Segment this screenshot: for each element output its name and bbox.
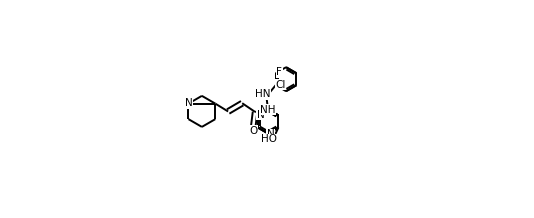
Text: HO: HO	[261, 135, 277, 144]
Text: F: F	[277, 67, 282, 77]
Text: N: N	[266, 129, 274, 140]
Text: O: O	[249, 126, 258, 136]
Text: N: N	[257, 110, 265, 120]
Text: N: N	[185, 98, 193, 108]
Text: Cl: Cl	[275, 80, 286, 90]
Text: HN: HN	[255, 89, 271, 99]
Text: NH: NH	[260, 105, 275, 115]
